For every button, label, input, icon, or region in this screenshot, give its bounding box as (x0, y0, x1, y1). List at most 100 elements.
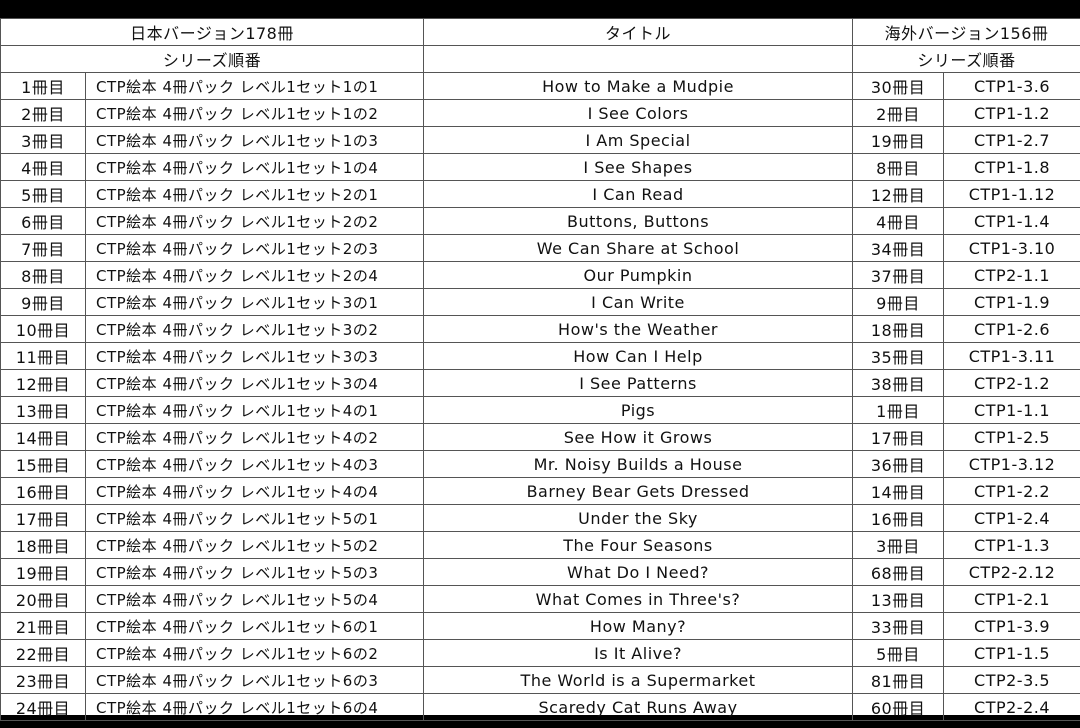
title-cell: We Can Share at School (423, 234, 854, 262)
series-order-overseas-header: シリーズ順番 (852, 45, 1080, 73)
table-row: 5冊目 CTP絵本 4冊パック レベル1セット2の1 I Can Read 12冊目 C… (0, 180, 1080, 208)
overseas-code-cell: CTP1-3.9 (943, 612, 1080, 640)
table-row: 21冊目 CTP絵本 4冊パック レベル1セット6の1 How Many? 33冊目 C… (0, 612, 1080, 640)
jp-number-cell: 10冊目 (0, 315, 86, 343)
table-row: 16冊目 CTP絵本 4冊パック レベル1セット4の4 Barney Bear Ge… (0, 477, 1080, 505)
table-row: 3冊目 CTP絵本 4冊パック レベル1セット1の3 I Am Special 19冊… (0, 126, 1080, 154)
table-row: 7冊目 CTP絵本 4冊パック レベル1セット2の3 We Can Share at… (0, 234, 1080, 262)
subheader-row: シリーズ順番 シリーズ順番 (0, 45, 1080, 73)
overseas-code-cell: CTP1-2.5 (943, 423, 1080, 451)
title-subheader-empty (423, 45, 854, 73)
title-cell: Our Pumpkin (423, 261, 854, 289)
jp-set-cell: CTP絵本 4冊パック レベル1セット2の2 (84, 207, 425, 235)
jp-set-cell: CTP絵本 4冊パック レベル1セット5の2 (84, 531, 425, 559)
title-cell: Mr. Noisy Builds a House (423, 450, 854, 478)
jp-set-cell: CTP絵本 4冊パック レベル1セット4の4 (84, 477, 425, 505)
jp-set-cell: CTP絵本 4冊パック レベル1セット3の1 (84, 288, 425, 316)
overseas-code-cell: CTP1-2.1 (943, 585, 1080, 613)
title-cell: The World is a Supermarket (423, 666, 854, 694)
jp-set-cell: CTP絵本 4冊パック レベル1セット3の3 (84, 342, 425, 370)
jp-number-cell: 3冊目 (0, 126, 86, 154)
jp-number-cell: 1冊目 (0, 72, 86, 100)
overseas-version-header: 海外バージョン156冊 (852, 18, 1080, 46)
overseas-number-cell: 2冊目 (852, 99, 945, 127)
table-row: 17冊目 CTP絵本 4冊パック レベル1セット5の1 Under the Sky 1… (0, 504, 1080, 532)
table-row: 2冊目 CTP絵本 4冊パック レベル1セット1の2 I See Colors 2冊目… (0, 99, 1080, 127)
overseas-number-cell: 1冊目 (852, 396, 945, 424)
overseas-code-cell: CTP2-3.5 (943, 666, 1080, 694)
overseas-code-cell: CTP1-1.5 (943, 639, 1080, 667)
table-row: 8冊目 CTP絵本 4冊パック レベル1セット2の4 Our Pumpkin 37冊目… (0, 261, 1080, 289)
title-cell: Pigs (423, 396, 854, 424)
overseas-number-cell: 13冊目 (852, 585, 945, 613)
overseas-number-cell: 68冊目 (852, 558, 945, 586)
jp-set-cell: CTP絵本 4冊パック レベル1セット6の2 (84, 639, 425, 667)
table-row: 11冊目 CTP絵本 4冊パック レベル1セット3の3 How Can I Help… (0, 342, 1080, 370)
overseas-code-cell: CTP1-1.8 (943, 153, 1080, 181)
overseas-number-cell: 3冊目 (852, 531, 945, 559)
jp-number-cell: 6冊目 (0, 207, 86, 235)
overseas-code-cell: CTP1-1.4 (943, 207, 1080, 235)
jp-set-cell: CTP絵本 4冊パック レベル1セット6の4 (84, 693, 425, 721)
jp-number-cell: 20冊目 (0, 585, 86, 613)
jp-set-cell: CTP絵本 4冊パック レベル1セット5の1 (84, 504, 425, 532)
title-cell: I See Patterns (423, 369, 854, 397)
overseas-number-cell: 4冊目 (852, 207, 945, 235)
title-cell: See How it Grows (423, 423, 854, 451)
jp-number-cell: 15冊目 (0, 450, 86, 478)
jp-number-cell: 16冊目 (0, 477, 86, 505)
jp-set-cell: CTP絵本 4冊パック レベル1セット4の2 (84, 423, 425, 451)
overseas-code-cell: CTP1-3.10 (943, 234, 1080, 262)
title-cell: I Can Write (423, 288, 854, 316)
jp-set-cell: CTP絵本 4冊パック レベル1セット6の1 (84, 612, 425, 640)
overseas-code-cell: CTP1-1.2 (943, 99, 1080, 127)
jp-number-cell: 8冊目 (0, 261, 86, 289)
jp-set-cell: CTP絵本 4冊パック レベル1セット1の1 (84, 72, 425, 100)
overseas-number-cell: 30冊目 (852, 72, 945, 100)
jp-set-cell: CTP絵本 4冊パック レベル1セット2の4 (84, 261, 425, 289)
table-row: 14冊目 CTP絵本 4冊パック レベル1セット4の2 See How it Gro… (0, 423, 1080, 451)
jp-number-cell: 18冊目 (0, 531, 86, 559)
jp-set-cell: CTP絵本 4冊パック レベル1セット2の3 (84, 234, 425, 262)
jp-number-cell: 4冊目 (0, 153, 86, 181)
jp-set-cell: CTP絵本 4冊パック レベル1セット6の3 (84, 666, 425, 694)
table-row: 4冊目 CTP絵本 4冊パック レベル1セット1の4 I See Shapes 8冊目… (0, 153, 1080, 181)
overseas-number-cell: 5冊目 (852, 639, 945, 667)
jp-number-cell: 22冊目 (0, 639, 86, 667)
overseas-number-cell: 35冊目 (852, 342, 945, 370)
table-row: 19冊目 CTP絵本 4冊パック レベル1セット5の3 What Do I Need… (0, 558, 1080, 586)
overseas-number-cell: 34冊目 (852, 234, 945, 262)
book-table: 日本バージョン178冊 タイトル 海外バージョン156冊 シリーズ順番 シリーズ… (0, 18, 1080, 721)
title-cell: How Can I Help (423, 342, 854, 370)
overseas-code-cell: CTP1-1.9 (943, 288, 1080, 316)
overseas-number-cell: 17冊目 (852, 423, 945, 451)
table-row: 24冊目 CTP絵本 4冊パック レベル1セット6の4 Scaredy Cat Ru… (0, 693, 1080, 721)
jp-set-cell: CTP絵本 4冊パック レベル1セット1の2 (84, 99, 425, 127)
japan-version-header: 日本バージョン178冊 (0, 18, 425, 46)
table-row: 23冊目 CTP絵本 4冊パック レベル1セット6の3 The World is a… (0, 666, 1080, 694)
table-row: 12冊目 CTP絵本 4冊パック レベル1セット3の4 I See Patterns… (0, 369, 1080, 397)
overseas-number-cell: 19冊目 (852, 126, 945, 154)
jp-number-cell: 23冊目 (0, 666, 86, 694)
jp-number-cell: 14冊目 (0, 423, 86, 451)
jp-number-cell: 9冊目 (0, 288, 86, 316)
jp-set-cell: CTP絵本 4冊パック レベル1セット1の3 (84, 126, 425, 154)
overseas-code-cell: CTP2-1.2 (943, 369, 1080, 397)
jp-number-cell: 5冊目 (0, 180, 86, 208)
overseas-number-cell: 37冊目 (852, 261, 945, 289)
title-cell: Barney Bear Gets Dressed (423, 477, 854, 505)
overseas-code-cell: CTP1-2.7 (943, 126, 1080, 154)
title-cell: How's the Weather (423, 315, 854, 343)
book-table-container: 日本バージョン178冊 タイトル 海外バージョン156冊 シリーズ順番 シリーズ… (0, 18, 1080, 721)
title-cell: Is It Alive? (423, 639, 854, 667)
overseas-number-cell: 9冊目 (852, 288, 945, 316)
overseas-code-cell: CTP1-2.4 (943, 504, 1080, 532)
jp-set-cell: CTP絵本 4冊パック レベル1セット4の3 (84, 450, 425, 478)
title-cell: I See Colors (423, 99, 854, 127)
table-row: 18冊目 CTP絵本 4冊パック レベル1セット5の2 The Four Seaso… (0, 531, 1080, 559)
overseas-code-cell: CTP1-2.2 (943, 477, 1080, 505)
title-cell: How to Make a Mudpie (423, 72, 854, 100)
overseas-code-cell: CTP1-3.12 (943, 450, 1080, 478)
jp-number-cell: 19冊目 (0, 558, 86, 586)
title-cell: What Comes in Three's? (423, 585, 854, 613)
